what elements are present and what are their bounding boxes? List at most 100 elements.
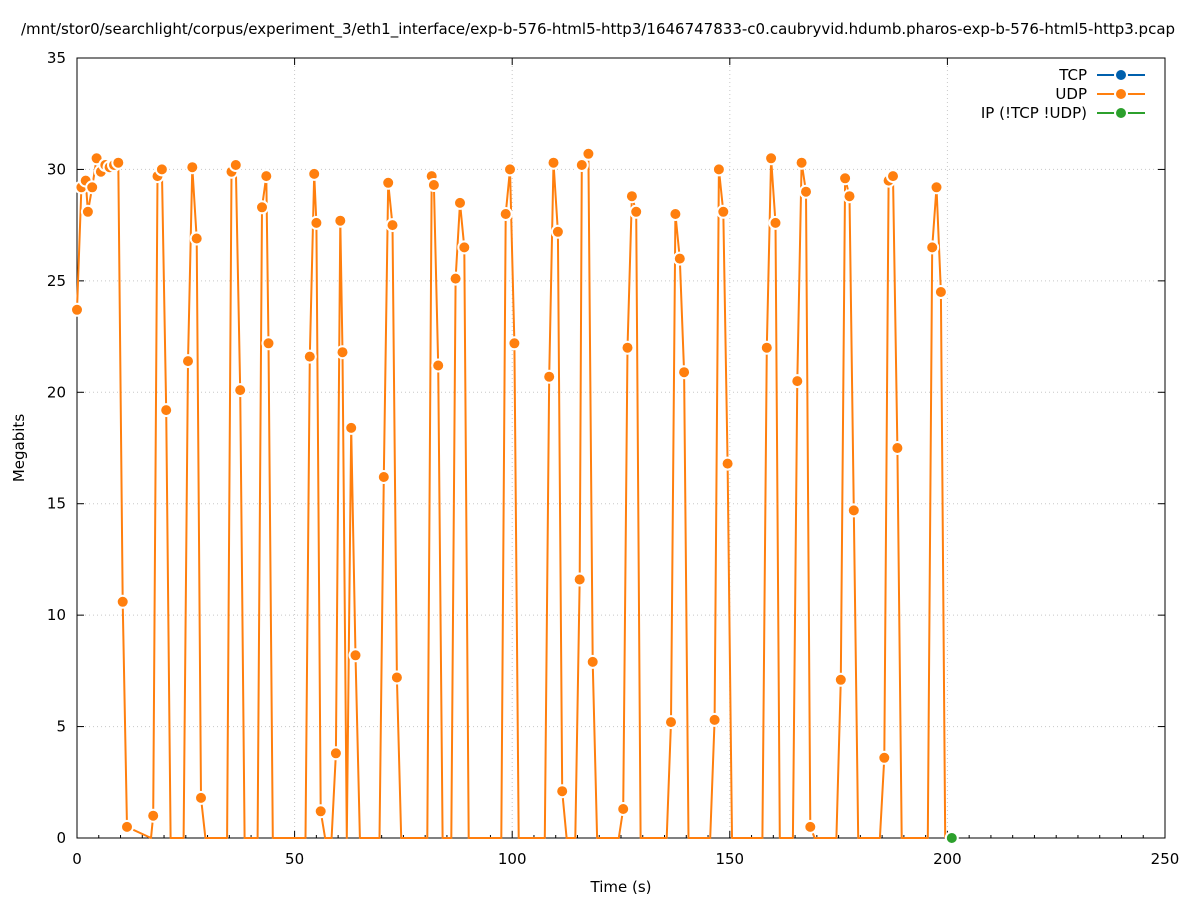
data-point <box>764 151 779 166</box>
data-point <box>80 204 95 219</box>
legend-item-tcp: TCP <box>1058 66 1145 84</box>
chart-title: /mnt/stor0/searchlight/corpus/experiment… <box>21 20 1175 39</box>
x-axis-label: Time (s) <box>590 878 652 896</box>
data-point <box>574 158 589 172</box>
data-point <box>890 441 905 455</box>
data-point <box>833 672 848 687</box>
data-point <box>925 240 940 255</box>
data-point <box>585 654 600 669</box>
legend-marker <box>1114 106 1128 120</box>
data-point <box>457 240 472 255</box>
data-point <box>507 336 522 351</box>
x-tick-label: 150 <box>715 850 744 868</box>
data-point <box>426 178 441 192</box>
data-point <box>154 162 169 177</box>
series-line-udp <box>76 152 947 839</box>
y-tick-label: 35 <box>47 49 66 67</box>
data-point <box>348 648 363 663</box>
data-point <box>886 169 900 184</box>
data-point <box>194 790 208 805</box>
x-tick-label: 250 <box>1151 850 1180 868</box>
data-point <box>581 146 596 161</box>
data-point <box>933 285 948 299</box>
data-point <box>389 670 404 685</box>
data-point <box>385 218 400 233</box>
legend-item-udp: UDP <box>1055 85 1145 103</box>
data-point <box>711 162 726 177</box>
data-point <box>120 819 134 834</box>
data-point <box>381 175 396 190</box>
series-ip-tcp-udp <box>944 831 959 845</box>
data-point <box>448 271 463 286</box>
data-point <box>572 572 587 587</box>
data-point <box>542 369 557 384</box>
data-point <box>228 158 243 172</box>
legend-marker <box>1114 68 1128 82</box>
data-point <box>307 166 322 181</box>
data-point <box>255 200 269 215</box>
y-axis-label: Megabits <box>10 414 28 482</box>
data-point <box>616 802 631 816</box>
data-point <box>335 345 350 360</box>
data-point <box>453 195 467 210</box>
y-tick-label: 20 <box>47 383 66 401</box>
x-tick-label: 50 <box>285 850 304 868</box>
data-point <box>503 162 517 177</box>
data-point <box>877 750 892 765</box>
data-point <box>720 456 735 471</box>
y-tick-label: 15 <box>47 495 66 513</box>
data-point <box>790 374 805 389</box>
x-tick-label: 0 <box>72 850 82 868</box>
data-point <box>85 180 100 195</box>
data-point <box>498 207 513 221</box>
data-point <box>803 819 818 834</box>
data-point <box>768 215 783 230</box>
series-layer <box>70 146 959 845</box>
data-point <box>794 155 809 170</box>
data-point <box>629 204 644 219</box>
data-point <box>309 215 324 230</box>
data-point <box>185 160 200 175</box>
data-point <box>328 746 343 761</box>
data-point <box>181 354 195 369</box>
legend-label: UDP <box>1055 85 1087 103</box>
data-point <box>707 712 722 727</box>
data-point <box>546 155 561 170</box>
data-point <box>759 340 774 355</box>
y-tick-label: 5 <box>56 718 66 736</box>
data-point <box>115 594 130 609</box>
data-point <box>313 804 328 819</box>
data-point <box>261 336 276 351</box>
y-tick-label: 0 <box>56 829 66 847</box>
data-point <box>664 715 678 730</box>
axis-ticks: 0 50 100 150 200 250 0 5 10 15 20 25 30 35 <box>47 49 1179 868</box>
data-point <box>233 383 248 398</box>
data-point <box>555 784 570 799</box>
data-point <box>929 180 944 195</box>
data-point <box>620 340 635 355</box>
data-point <box>672 251 687 266</box>
data-point <box>159 403 174 418</box>
legend-label: TCP <box>1058 66 1087 84</box>
data-point <box>677 365 692 380</box>
data-point <box>111 155 126 170</box>
data-point <box>846 503 861 518</box>
data-point <box>189 231 204 246</box>
data-point <box>333 213 348 228</box>
data-point <box>302 349 317 364</box>
data-point <box>716 204 731 219</box>
grid <box>77 58 1165 838</box>
data-point <box>624 189 639 204</box>
data-point <box>344 420 359 435</box>
data-point <box>259 169 274 184</box>
data-point <box>431 358 446 373</box>
legend-item-ip-tcp-udp: IP (!TCP !UDP) <box>981 104 1145 122</box>
y-tick-label: 25 <box>47 272 66 290</box>
data-point <box>146 808 161 823</box>
legend-marker <box>1114 87 1128 101</box>
data-point <box>944 831 959 845</box>
y-tick-label: 30 <box>47 160 66 178</box>
x-tick-label: 200 <box>933 850 962 868</box>
y-tick-label: 10 <box>47 606 66 624</box>
